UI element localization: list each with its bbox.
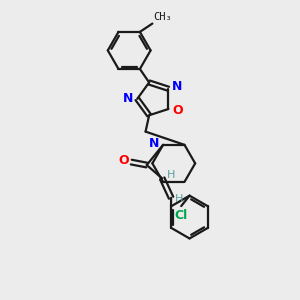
Text: N: N xyxy=(149,137,160,150)
Text: Cl: Cl xyxy=(175,209,188,222)
Text: O: O xyxy=(172,104,183,117)
Text: N: N xyxy=(172,80,182,93)
Text: H: H xyxy=(175,194,184,204)
Text: H: H xyxy=(167,170,175,180)
Text: CH₃: CH₃ xyxy=(154,12,172,22)
Text: O: O xyxy=(118,154,129,167)
Text: N: N xyxy=(123,92,134,105)
